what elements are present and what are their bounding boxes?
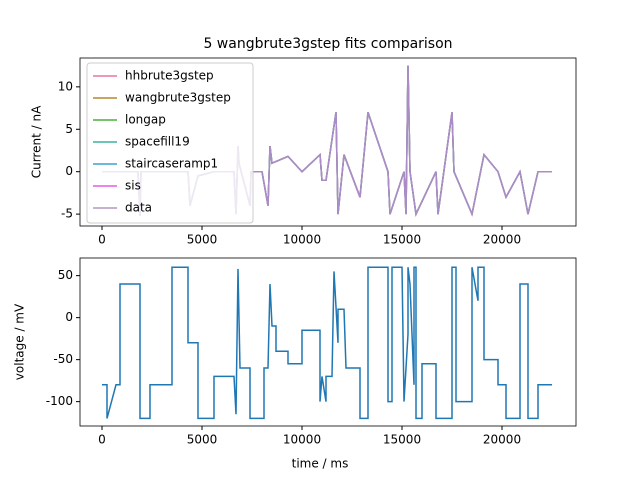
legend-label: staircaseramp1 [125,157,218,171]
legend-box [86,62,254,224]
legend-label: spacefill19 [125,135,190,149]
y-tick-label: -5 [61,207,73,221]
legend-label: sis [125,179,141,193]
legend-label: wangbrute3gstep [125,91,231,105]
y-tick-label: 5 [65,122,73,136]
x-tick-label: 5000 [187,433,218,447]
axes-frame [79,257,577,427]
y-tick-label: 0 [65,310,73,324]
y-tick-label: 10 [58,79,73,93]
x-axis-label: time / ms [292,457,349,471]
y-axis-label: voltage / mV [13,303,27,380]
x-tick-label: 0 [98,433,106,447]
chart-title: 5 wangbrute3gstep fits comparison [203,36,452,52]
legend-label: hhbrute3gstep [125,69,214,83]
x-tick-label: 5000 [187,233,218,247]
legend-label: longap [125,113,166,127]
x-tick-label: 15000 [383,433,421,447]
axes-frame [79,57,577,227]
legend-label: data [125,201,152,215]
y-tick-label: -50 [53,352,73,366]
x-tick-label: 15000 [383,233,421,247]
y-tick-label: -100 [46,394,73,408]
x-tick-label: 20000 [483,433,521,447]
x-tick-label: 0 [98,233,106,247]
y-axis-label: Current / nA [30,105,44,178]
x-tick-label: 20000 [483,233,521,247]
series-line [102,266,552,420]
x-tick-label: 10000 [283,433,321,447]
y-tick-label: 0 [65,164,73,178]
y-tick-label: 50 [58,268,73,282]
x-tick-label: 10000 [283,233,321,247]
